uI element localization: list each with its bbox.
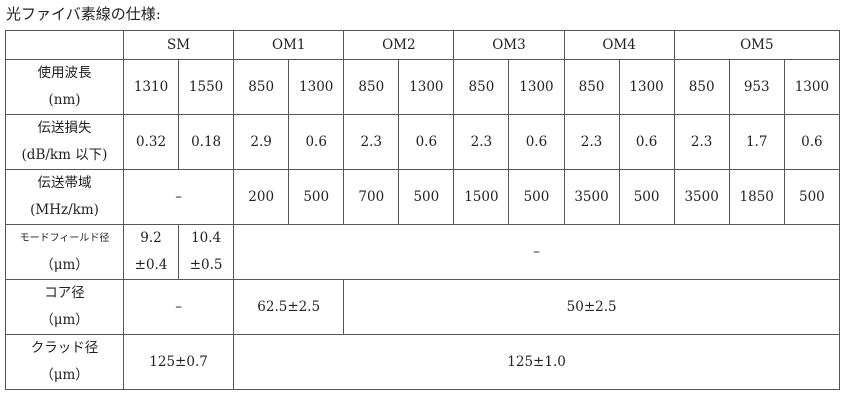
row: 伝送損失 (dB/km 以下) 0.32 0.18 2.9 0.6 2.3 0.6 2.3 0.6… — [5, 114, 841, 170]
cell-line: ±0.5 — [189, 257, 223, 273]
cell: 850 — [453, 59, 510, 115]
cell: 125±0.7 — [122, 334, 235, 390]
cell: 500 — [508, 169, 565, 225]
cell: 2.3 — [453, 114, 510, 170]
cell: 3500 — [563, 169, 620, 225]
row: コア径 （μm） –62.5±2.5 50±2.5 — [5, 279, 840, 335]
cell: 1300 — [508, 59, 565, 115]
cell: 9.2 ±0.4 — [122, 224, 180, 280]
row-label: クラッド径 （μm） — [5, 334, 124, 390]
cell: 850 — [233, 59, 290, 115]
cell: 500 — [618, 169, 675, 225]
cell: 0.6 — [288, 114, 345, 170]
label-line: モードフィールド径 — [19, 233, 110, 244]
cell: 2.3 — [343, 114, 400, 170]
cell: 0.6 — [508, 114, 565, 170]
cell: 125±1.0 — [233, 334, 840, 390]
header-cell: OM2 — [343, 30, 455, 60]
cell: 953 — [728, 59, 785, 115]
cell: 0.18 — [178, 114, 235, 170]
label-line: (MHz/km) — [30, 202, 99, 218]
row-label: 伝送損失 (dB/km 以下) — [5, 114, 124, 170]
cell: 1850 — [728, 169, 785, 225]
cell: 0.32 — [122, 114, 180, 170]
cell: 0.6 — [783, 114, 841, 170]
cell: 850 — [563, 59, 620, 115]
cell: 50±2.5 — [343, 279, 840, 335]
cell: 1310 — [122, 59, 180, 115]
spec-table: SM OM1 OM2 OM3 OM4 OM5 使用波長 (nm) 1310 1550 850 1300… — [5, 30, 841, 390]
row-label: コア径 （μm） — [5, 279, 124, 335]
cell: 850 — [343, 59, 400, 115]
cell: 1300 — [618, 59, 675, 115]
cell: 1300 — [783, 59, 841, 115]
cell: 200 — [233, 169, 290, 225]
label-line: コア径 — [44, 285, 85, 301]
cell: 1300 — [288, 59, 345, 115]
row-label: モードフィールド径 （μm） — [5, 224, 124, 280]
label-line: （μm） — [40, 312, 89, 328]
row-label: 伝送帯域 (MHz/km) — [5, 169, 124, 225]
cell: 2.9 — [233, 114, 290, 170]
cell: 1.7 — [728, 114, 785, 170]
cell: – — [122, 279, 235, 335]
label-line: （μm） — [40, 257, 89, 273]
cell: 850 — [673, 59, 730, 115]
cell: 0.6 — [618, 114, 675, 170]
row: 伝送帯域 (MHz/km) –200 500 700 500 1500 500 3500 500 3… — [5, 169, 841, 225]
cell-line: 9.2 — [140, 230, 162, 246]
label-line: クラッド径 — [30, 340, 99, 356]
label-line: (dB/km 以下) — [21, 147, 108, 163]
cell: 2.3 — [563, 114, 620, 170]
label-line: 伝送損失 — [37, 120, 92, 136]
header-cell: SM — [122, 30, 235, 60]
corner-cell — [5, 30, 124, 60]
cell: 10.4 ±0.5 — [178, 224, 235, 280]
label-line: (nm) — [48, 92, 81, 108]
label-line: 使用波長 — [37, 65, 92, 81]
row: モードフィールド径 （μm） 9.2 ±0.4 10.4 ±0.5– — [5, 224, 840, 280]
cell: 500 — [783, 169, 841, 225]
row-label: 使用波長 (nm) — [5, 59, 124, 115]
cell: 500 — [398, 169, 455, 225]
cell: 700 — [343, 169, 400, 225]
cell: 3500 — [673, 169, 730, 225]
header-cell: OM5 — [673, 30, 841, 60]
cell: 1500 — [453, 169, 510, 225]
cell: 1300 — [398, 59, 455, 115]
header-cell: OM3 — [453, 30, 565, 60]
title: 光ファイバ素線の仕様: — [6, 5, 161, 23]
cell: – — [233, 224, 840, 280]
header-row: SM OM1 OM2 OM3 OM4 OM5 — [5, 30, 841, 60]
label-line: 伝送帯域 — [37, 175, 92, 191]
row: 使用波長 (nm) 1310 1550 850 1300 850 1300 850 1300 850… — [5, 59, 841, 115]
header-cell: OM4 — [563, 30, 675, 60]
cell: 0.6 — [398, 114, 455, 170]
cell: 500 — [288, 169, 345, 225]
header-cell: OM1 — [233, 30, 345, 60]
cell-line: 10.4 — [191, 230, 222, 246]
row: クラッド径 （μm） 125±0.7 125±1.0 — [5, 334, 840, 390]
label-line: （μm） — [40, 367, 89, 383]
cell-line: ±0.4 — [134, 257, 168, 273]
cell: 62.5±2.5 — [233, 279, 345, 335]
cell: 2.3 — [673, 114, 730, 170]
cell: 1550 — [178, 59, 235, 115]
cell: – — [122, 169, 235, 225]
